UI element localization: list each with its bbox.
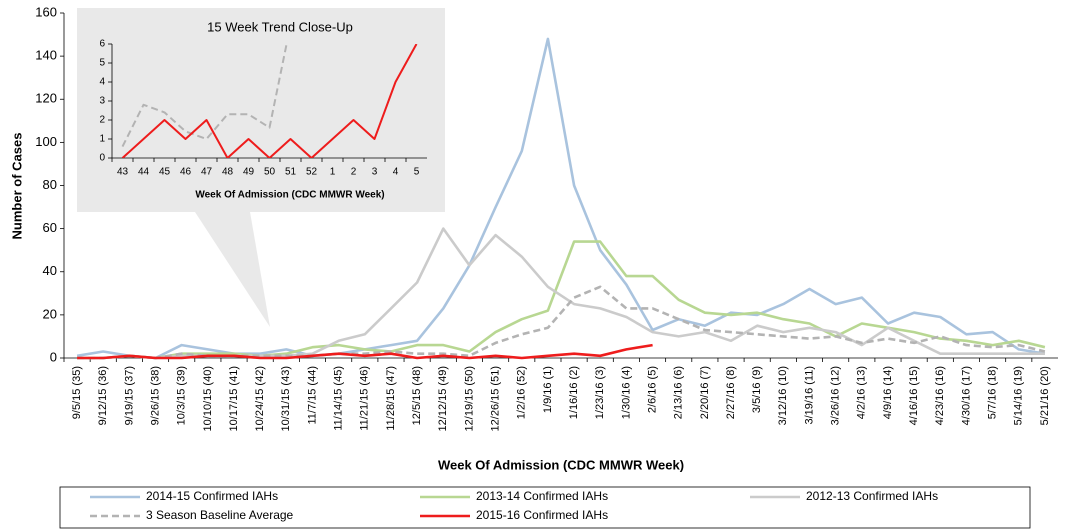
legend-label: 2013-14 Confirmed IAHs <box>476 489 608 503</box>
x-tick-label: 10/24/15 (42) <box>254 366 266 431</box>
x-tick-label: 5/7/16 (18) <box>987 366 999 419</box>
y-tick-label: 140 <box>35 48 57 63</box>
x-tick-label: 11/28/15 (47) <box>385 366 397 431</box>
legend-label: 3 Season Baseline Average <box>146 508 294 522</box>
x-tick-label: 10/10/15 (40) <box>202 366 214 431</box>
x-tick-label: 4/2/16 (13) <box>856 366 868 419</box>
inset-background <box>77 8 445 212</box>
x-tick-label: 48 <box>222 167 234 178</box>
legend-label: 2014-15 Confirmed IAHs <box>146 489 278 503</box>
x-tick-label: 4/16/16 (15) <box>908 366 920 425</box>
legend-label: 2015-16 Confirmed IAHs <box>476 508 608 522</box>
series-line <box>77 285 1046 360</box>
x-tick-label: 4 <box>393 167 399 178</box>
x-tick-label: 1/23/16 (3) <box>594 366 606 419</box>
callout-pointer <box>195 212 270 327</box>
x-tick-label: 3/19/16 (11) <box>803 366 815 425</box>
y-tick-label: 120 <box>35 91 57 106</box>
x-tick-label: 12/26/15 (51) <box>490 366 502 431</box>
x-tick-label: 49 <box>243 167 255 178</box>
x-tick-label: 3 <box>372 167 378 178</box>
x-tick-label: 9/12/15 (36) <box>97 366 109 425</box>
x-tick-label: 50 <box>264 167 276 178</box>
x-tick-label: 9/19/15 (37) <box>123 366 135 425</box>
x-tick-label: 45 <box>159 167 171 178</box>
series-line <box>121 44 288 148</box>
x-tick-label: 1/30/16 (4) <box>620 366 632 419</box>
x-tick-label: 10/3/15 (39) <box>176 366 188 425</box>
y-tick-label: 100 <box>35 134 57 149</box>
x-tick-label: 43 <box>117 167 129 178</box>
y-tick-label: 160 <box>35 4 57 19</box>
x-tick-label: 1 <box>330 167 336 178</box>
x-tick-label: 4/23/16 (16) <box>934 366 946 425</box>
x-tick-label: 11/7/15 (44) <box>306 366 318 425</box>
x-axis-title: Week Of Admission (CDC MMWR Week) <box>438 457 684 472</box>
x-tick-label: 10/17/15 (41) <box>228 366 240 431</box>
x-tick-label: 12/19/15 (50) <box>463 366 475 431</box>
x-tick-label: 2 <box>351 167 357 178</box>
x-tick-label: 1/9/16 (1) <box>542 366 554 413</box>
y-tick-label: 20 <box>43 306 57 321</box>
x-tick-label: 52 <box>306 167 318 178</box>
series-line <box>121 44 418 158</box>
x-tick-label: 9/5/15 (35) <box>71 366 83 419</box>
x-tick-label: 5/21/16 (20) <box>1039 366 1051 425</box>
x-tick-label: 3/12/16 (10) <box>777 366 789 425</box>
y-tick-label: 5 <box>99 58 105 69</box>
x-tick-label: 51 <box>285 167 297 178</box>
x-tick-label: 12/5/15 (48) <box>411 366 423 425</box>
x-tick-label: 3/26/16 (12) <box>830 366 842 425</box>
y-tick-label: 1 <box>99 134 105 145</box>
y-tick-label: 0 <box>50 349 57 364</box>
x-tick-label: 3/5/16 (9) <box>751 366 763 413</box>
inset-title: 15 Week Trend Close-Up <box>207 19 353 34</box>
x-tick-label: 2/6/16 (5) <box>646 366 658 413</box>
x-tick-label: 5 <box>414 167 420 178</box>
y-tick-label: 4 <box>99 77 105 88</box>
x-tick-label: 11/14/15 (45) <box>333 366 345 431</box>
x-tick-label: 2/27/16 (8) <box>725 366 737 419</box>
y-tick-label: 80 <box>43 177 57 192</box>
y-tick-label: 2 <box>99 115 105 126</box>
inset-chart: 15 Week Trend Close-Up Week Of Admission … <box>77 8 445 327</box>
x-tick-label: 47 <box>201 167 213 178</box>
legend-label: 2012-13 Confirmed IAHs <box>806 489 938 503</box>
series-line <box>77 343 653 360</box>
y-tick-label: 40 <box>43 263 57 278</box>
legend-box <box>59 486 1031 529</box>
x-tick-label: 12/12/15 (49) <box>437 366 449 431</box>
x-tick-label: 5/14/16 (19) <box>1013 366 1025 425</box>
x-tick-label: 1/2/16 (52) <box>516 366 528 419</box>
series-line <box>77 240 1046 360</box>
y-axis-title: Number of Cases <box>9 133 24 240</box>
y-tick-label: 60 <box>43 220 57 235</box>
x-tick-label: 9/26/15 (38) <box>149 366 161 425</box>
y-tick-label: 0 <box>99 153 105 164</box>
legend: 2014-15 Confirmed IAHs 2013-14 Confirmed … <box>90 489 938 522</box>
y-tick-label: 3 <box>99 96 105 107</box>
x-tick-label: 46 <box>180 167 192 178</box>
x-tick-label: 2/20/16 (7) <box>699 366 711 419</box>
x-tick-label: 1/16/16 (2) <box>568 366 580 419</box>
x-tick-label: 10/31/15 (43) <box>280 366 292 431</box>
y-tick-label: 6 <box>99 39 105 50</box>
x-tick-label: 2/13/16 (6) <box>673 366 685 419</box>
x-tick-label: 11/21/15 (46) <box>359 366 371 431</box>
inset-x-axis-title: Week Of Admission (CDC MMWR Week) <box>195 190 384 201</box>
x-tick-label: 4/9/16 (14) <box>882 366 894 419</box>
x-tick-label: 4/30/16 (17) <box>960 366 972 425</box>
x-tick-label: 44 <box>138 167 150 178</box>
